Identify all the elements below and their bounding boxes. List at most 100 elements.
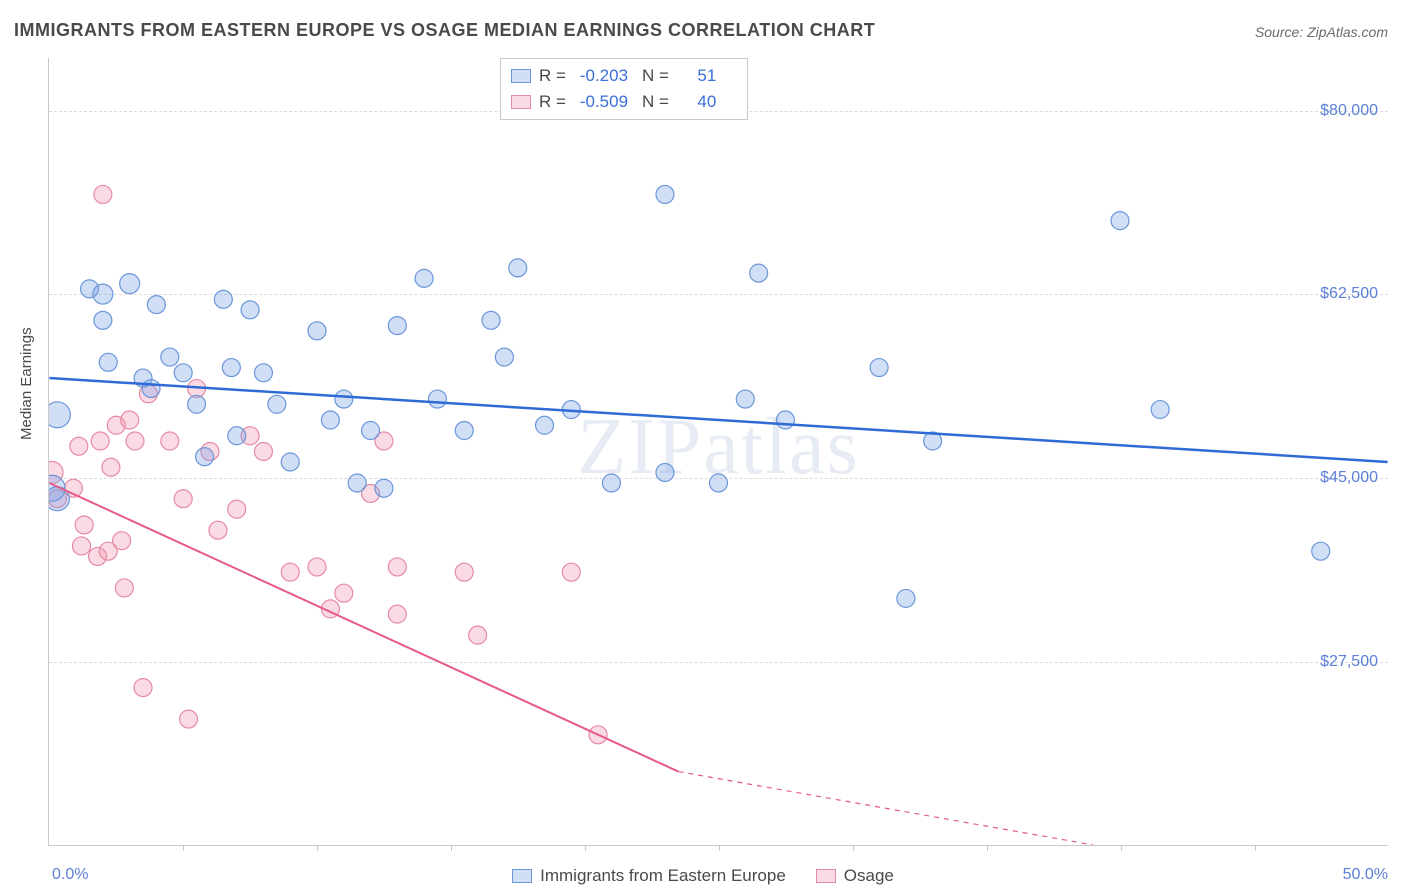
legend-swatch-blue xyxy=(512,869,532,883)
r-value: -0.509 xyxy=(574,89,634,115)
scatter-point xyxy=(335,390,353,408)
r-value: -0.203 xyxy=(574,63,634,89)
scatter-point xyxy=(161,348,179,366)
scatter-point xyxy=(126,432,144,450)
scatter-point xyxy=(161,432,179,450)
scatter-point xyxy=(348,474,366,492)
scatter-point xyxy=(495,348,513,366)
scatter-point xyxy=(415,269,433,287)
scatter-point xyxy=(72,537,90,555)
x-tick-min: 0.0% xyxy=(52,866,88,884)
scatter-point xyxy=(214,290,232,308)
scatter-point xyxy=(388,558,406,576)
scatter-point xyxy=(469,626,487,644)
source-value: ZipAtlas.com xyxy=(1307,24,1388,40)
x-tick-mark xyxy=(853,845,854,851)
scatter-point xyxy=(602,474,620,492)
scatter-point xyxy=(388,317,406,335)
legend-swatch xyxy=(511,95,531,109)
legend-swatch-pink xyxy=(816,869,836,883)
scatter-point xyxy=(254,364,272,382)
scatter-point xyxy=(455,563,473,581)
x-tick-mark xyxy=(719,845,720,851)
regression-line xyxy=(49,483,678,772)
x-tick-mark xyxy=(987,845,988,851)
x-tick-mark xyxy=(1255,845,1256,851)
scatter-point xyxy=(321,411,339,429)
scatter-point xyxy=(228,427,246,445)
scatter-point xyxy=(482,311,500,329)
scatter-point xyxy=(362,422,380,440)
r-label: R = xyxy=(539,63,566,89)
plot-area: ZIPatlas $27,500$45,000$62,500$80,000 xyxy=(48,58,1388,846)
legend-stats-row: R = -0.203 N = 51 xyxy=(511,63,737,89)
scatter-point xyxy=(870,359,888,377)
chart-title: IMMIGRANTS FROM EASTERN EUROPE VS OSAGE … xyxy=(14,20,875,41)
scatter-point xyxy=(388,605,406,623)
scatter-point xyxy=(228,500,246,518)
legend-item-series-2: Osage xyxy=(816,866,894,886)
scatter-point xyxy=(375,479,393,497)
r-label: R = xyxy=(539,89,566,115)
scatter-point xyxy=(897,589,915,607)
scatter-point xyxy=(562,563,580,581)
scatter-point xyxy=(174,490,192,508)
legend-label-series-1: Immigrants from Eastern Europe xyxy=(540,866,786,886)
scatter-point xyxy=(509,259,527,277)
scatter-point xyxy=(70,437,88,455)
regression-extrapolation xyxy=(678,772,1093,845)
scatter-point xyxy=(428,390,446,408)
x-tick-mark xyxy=(451,845,452,851)
scatter-point xyxy=(102,458,120,476)
scatter-chart-svg xyxy=(49,58,1388,845)
scatter-point xyxy=(93,284,113,304)
x-tick-mark xyxy=(183,845,184,851)
n-label: N = xyxy=(642,89,669,115)
scatter-point xyxy=(241,301,259,319)
scatter-point xyxy=(281,563,299,581)
scatter-point xyxy=(281,453,299,471)
n-label: N = xyxy=(642,63,669,89)
scatter-point xyxy=(134,679,152,697)
source-attribution: Source: ZipAtlas.com xyxy=(1255,24,1388,40)
scatter-point xyxy=(1111,212,1129,230)
y-axis-label: Median Earnings xyxy=(18,327,35,440)
scatter-point xyxy=(455,422,473,440)
scatter-point xyxy=(147,296,165,314)
x-tick-mark xyxy=(1121,845,1122,851)
scatter-point xyxy=(656,185,674,203)
scatter-point xyxy=(142,380,160,398)
scatter-point xyxy=(222,359,240,377)
scatter-point xyxy=(94,311,112,329)
scatter-point xyxy=(335,584,353,602)
legend-label-series-2: Osage xyxy=(844,866,894,886)
x-tick-mark xyxy=(585,845,586,851)
series-legend: Immigrants from Eastern Europe Osage xyxy=(0,866,1406,886)
scatter-point xyxy=(776,411,794,429)
scatter-point xyxy=(113,532,131,550)
legend-swatch xyxy=(511,69,531,83)
scatter-point xyxy=(94,185,112,203)
x-tick-mark xyxy=(317,845,318,851)
scatter-point xyxy=(49,402,70,428)
scatter-point xyxy=(121,411,139,429)
scatter-point xyxy=(1151,401,1169,419)
scatter-point xyxy=(308,322,326,340)
scatter-point xyxy=(180,710,198,728)
scatter-point xyxy=(91,432,109,450)
legend-item-series-1: Immigrants from Eastern Europe xyxy=(512,866,786,886)
scatter-point xyxy=(736,390,754,408)
n-value: 40 xyxy=(677,89,737,115)
scatter-point xyxy=(308,558,326,576)
scatter-point xyxy=(254,443,272,461)
scatter-point xyxy=(656,463,674,481)
scatter-point xyxy=(536,416,554,434)
scatter-point xyxy=(710,474,728,492)
scatter-point xyxy=(174,364,192,382)
n-value: 51 xyxy=(677,63,737,89)
scatter-point xyxy=(188,395,206,413)
scatter-point xyxy=(268,395,286,413)
scatter-point xyxy=(99,353,117,371)
legend-stats-row: R = -0.509 N = 40 xyxy=(511,89,737,115)
source-label: Source: xyxy=(1255,24,1303,40)
